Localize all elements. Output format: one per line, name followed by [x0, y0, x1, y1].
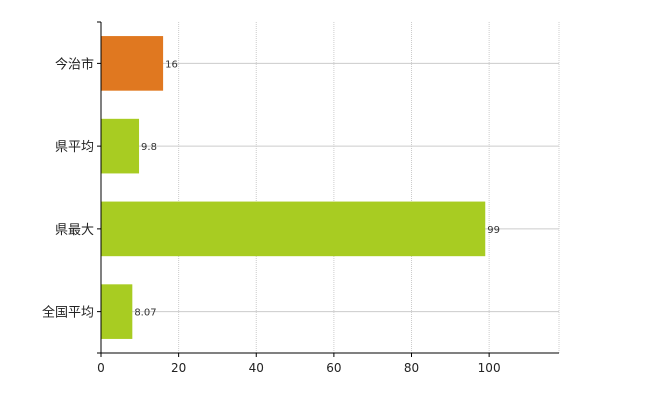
x-tick-label: 60 — [326, 361, 341, 375]
category-label: 今治市 — [55, 56, 94, 72]
x-tick-label: 0 — [97, 361, 105, 375]
x-tick-label: 100 — [478, 361, 501, 375]
bar — [101, 284, 133, 339]
data-label: 8.07 — [134, 308, 156, 319]
data-label: 16 — [165, 59, 178, 70]
category-label: 県平均 — [55, 140, 94, 155]
bar — [101, 118, 140, 174]
bar — [101, 201, 486, 257]
bar — [101, 36, 164, 91]
category-label: 全国平均 — [42, 305, 94, 321]
category-label: 県最大 — [55, 223, 94, 238]
x-tick-label: 20 — [171, 361, 186, 375]
x-tick-label: 40 — [249, 361, 264, 375]
x-tick-label: 80 — [404, 361, 419, 375]
data-label: 9.8 — [141, 142, 157, 153]
data-label: 99 — [487, 225, 500, 236]
